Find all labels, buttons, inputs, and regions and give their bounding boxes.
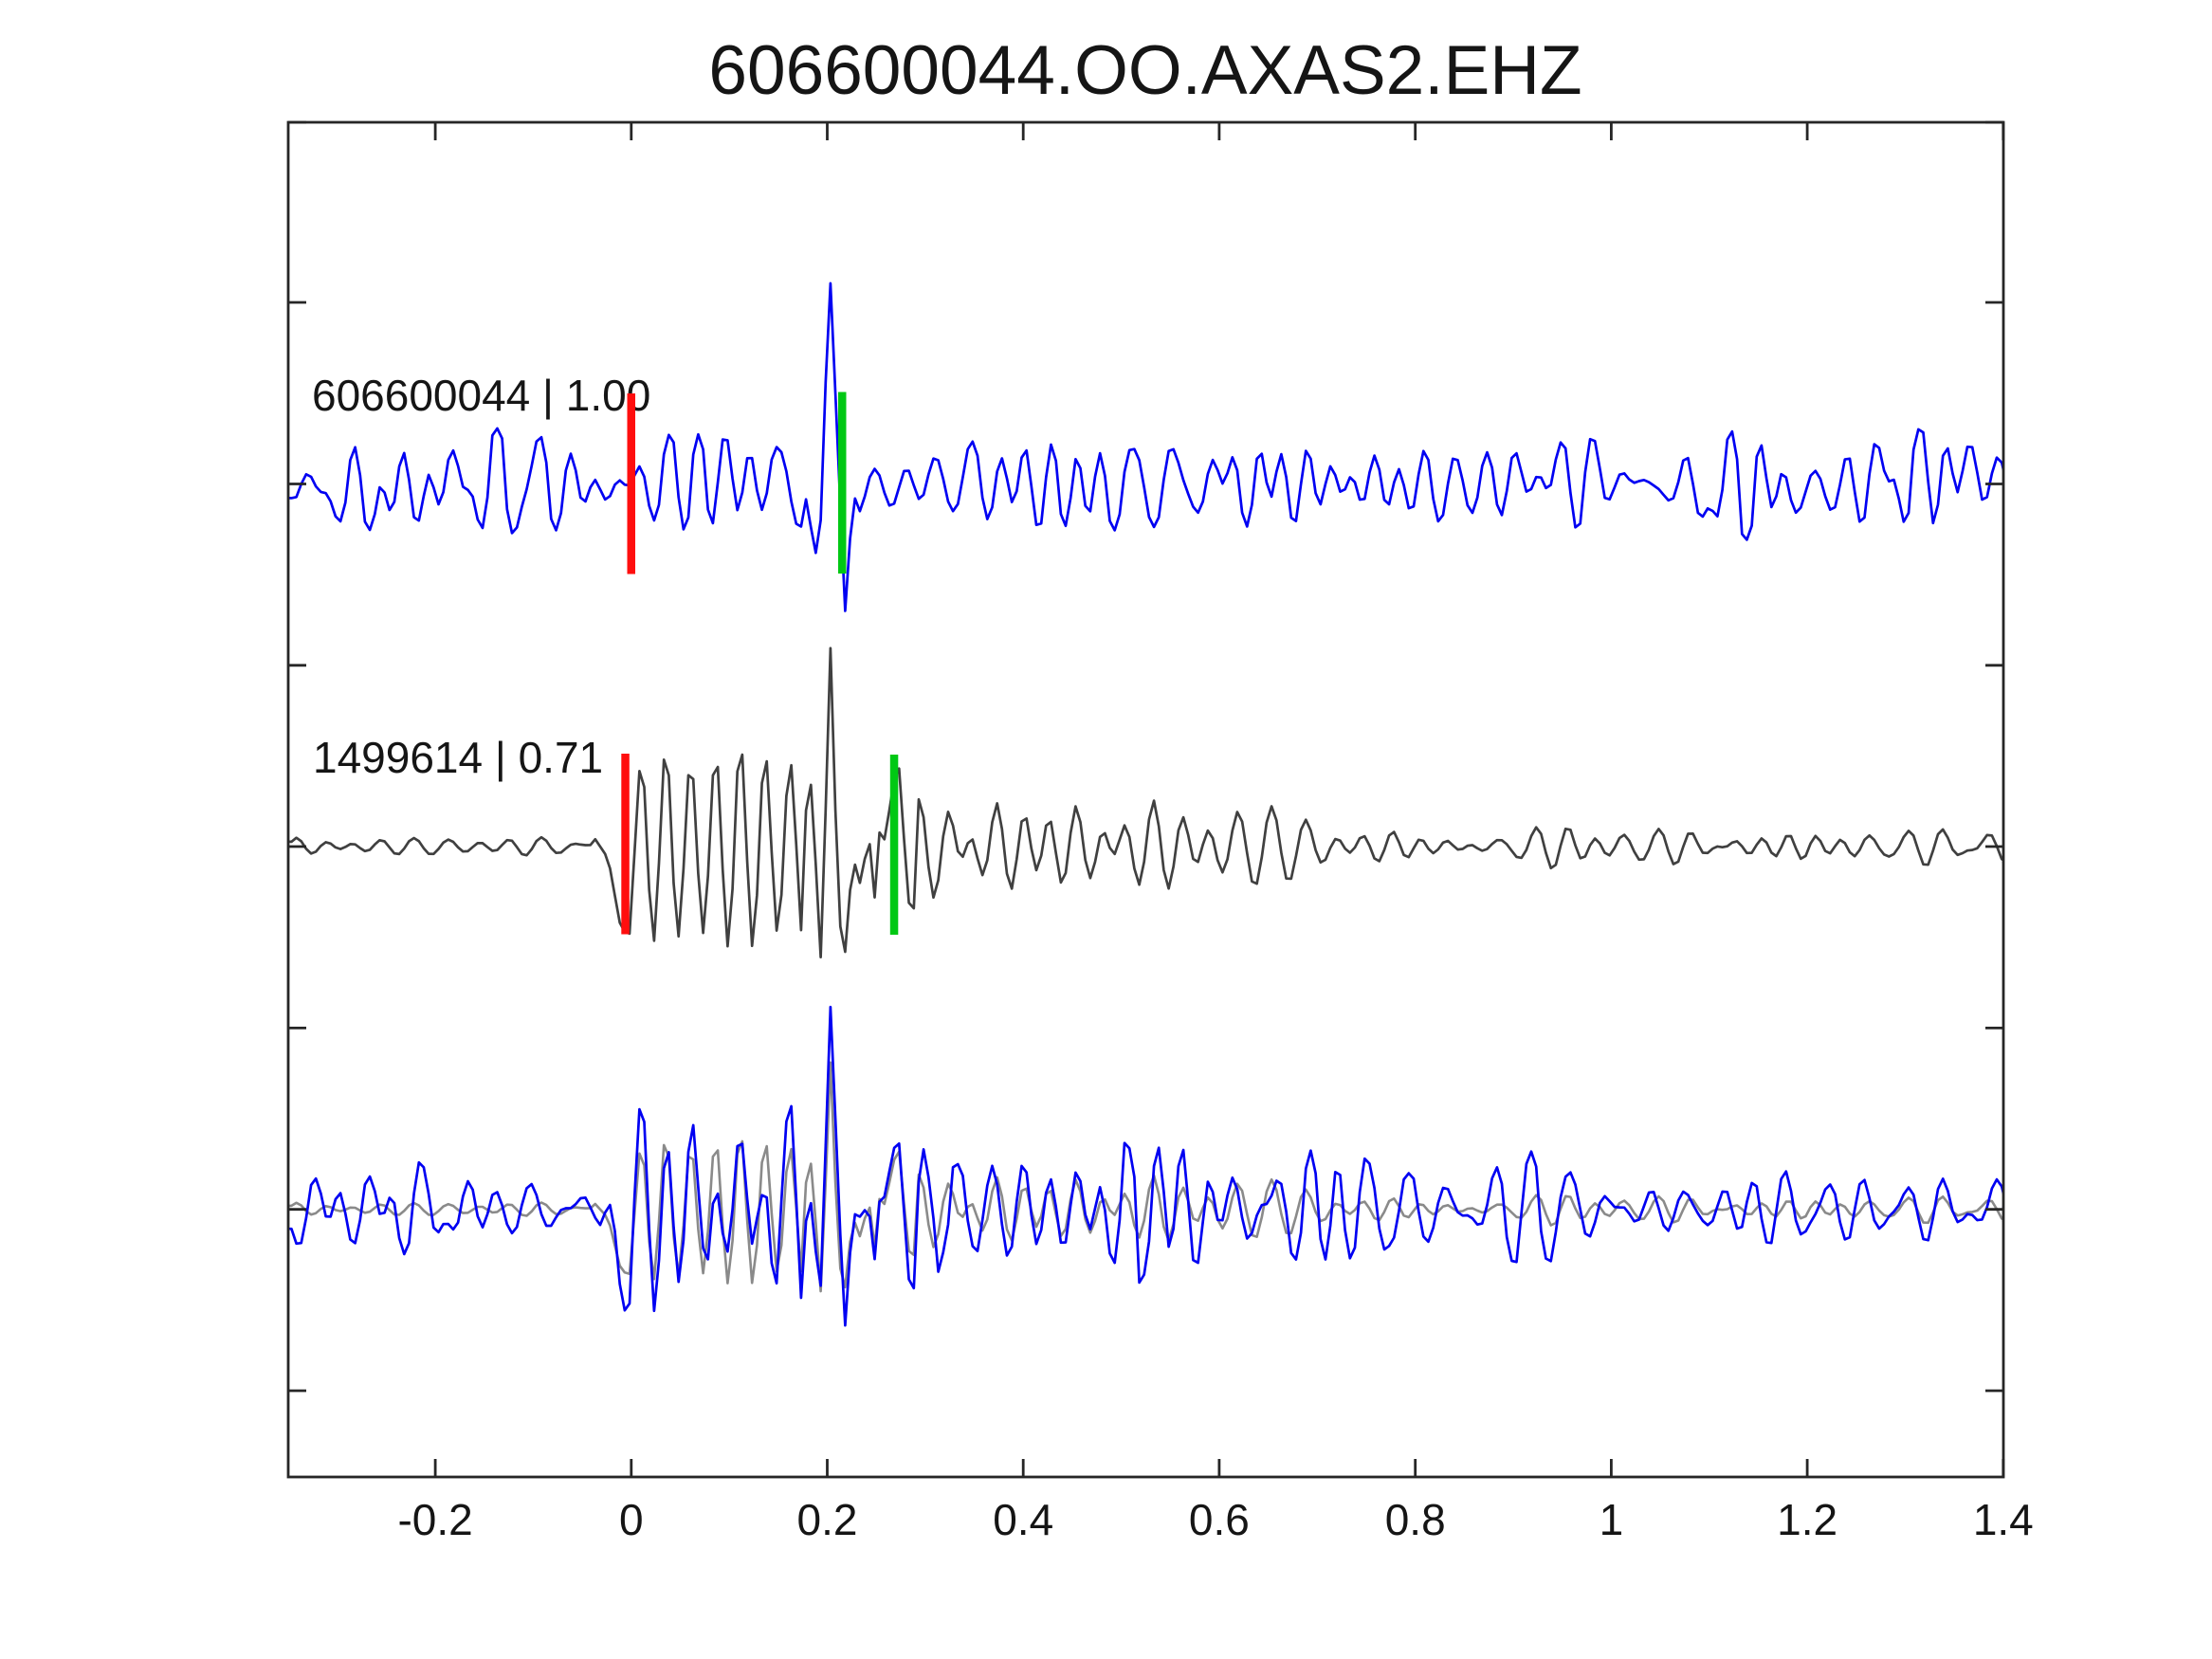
svg-text:-0.2: -0.2	[397, 1495, 472, 1544]
svg-text:1.4: 1.4	[1973, 1495, 2034, 1544]
svg-text:1: 1	[1600, 1495, 1624, 1544]
svg-text:606600044.OO.AXAS2.EHZ: 606600044.OO.AXAS2.EHZ	[708, 32, 1581, 109]
svg-text:0.4: 0.4	[993, 1495, 1053, 1544]
svg-text:1499614 | 0.71: 1499614 | 0.71	[313, 733, 603, 782]
svg-text:1.2: 1.2	[1777, 1495, 1837, 1544]
svg-text:0: 0	[619, 1495, 644, 1544]
svg-text:0.6: 0.6	[1189, 1495, 1250, 1544]
svg-text:606600044 | 1.00: 606600044 | 1.00	[312, 371, 650, 420]
svg-text:0.8: 0.8	[1385, 1495, 1446, 1544]
svg-text:0.2: 0.2	[797, 1495, 858, 1544]
